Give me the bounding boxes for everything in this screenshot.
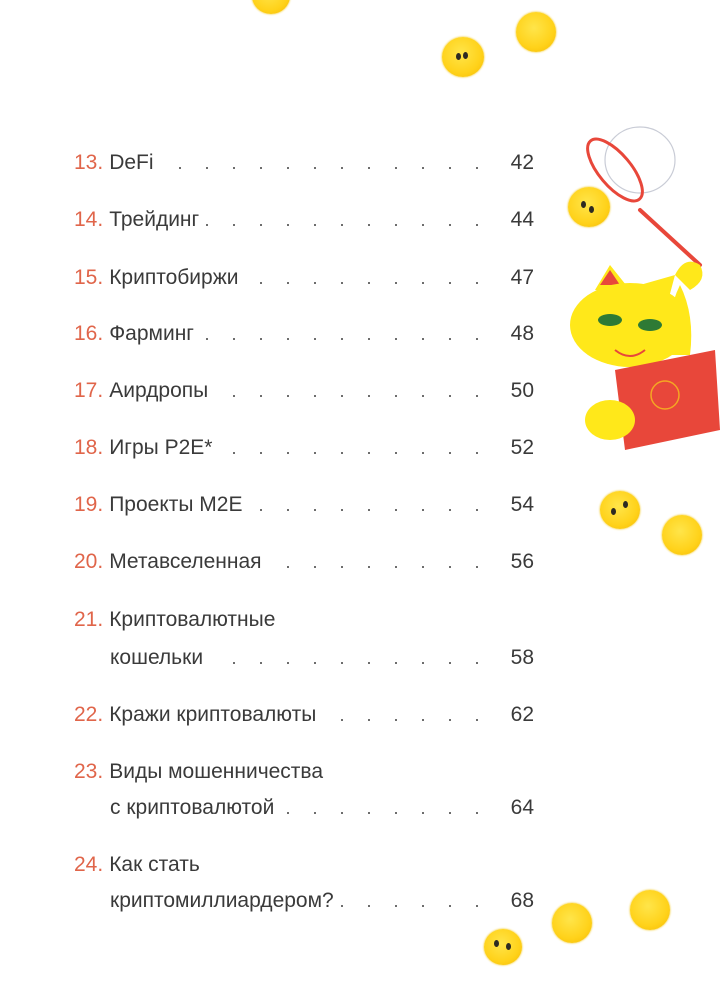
dot-leader: . . . . . . . . . . . . . . . . . . . . … <box>209 648 488 668</box>
entry-number: 22. <box>74 703 104 726</box>
entry-number: 18. <box>74 436 104 459</box>
eye-icon <box>611 508 616 515</box>
entry-title: Проекты M2E <box>109 493 243 516</box>
coin-character-icon <box>484 929 522 965</box>
entry-title: Криптовалютные <box>109 608 276 631</box>
dot-leader: . . . . . . . . . . . . . . . . . . . . … <box>205 210 488 230</box>
cat-with-net-illustration <box>570 126 720 450</box>
page-number: 44 <box>510 208 534 231</box>
eye-icon <box>494 940 499 947</box>
net-hoop-icon <box>586 137 644 203</box>
entry-title: DeFi <box>109 151 154 174</box>
toc-entry-16[interactable]: 16.Фарминг . . . . . . . . . . . . . . . … <box>74 321 534 347</box>
page-number: 58 <box>510 646 534 669</box>
entry-title: Виды мошенничества <box>109 760 324 783</box>
entry-number: 19. <box>74 493 104 516</box>
entry-number: 14. <box>74 208 104 231</box>
entry-title: Фарминг <box>109 322 194 345</box>
entry-title: Как стать <box>109 853 200 876</box>
entry-title-continued: кошельки <box>110 646 204 669</box>
entry-title: Криптобиржи <box>109 266 239 289</box>
page-number: 48 <box>510 322 534 345</box>
toc-entry-22[interactable]: 22.Кражи криптовалюты. . . . . . . . . .… <box>74 702 534 728</box>
entry-title: Трейдинг <box>109 208 200 231</box>
toc-entry-13[interactable]: 13.DeFi . . . . . . . . . . . . . . . . .… <box>74 150 534 176</box>
toc-entry-18[interactable]: 18.Игры P2E*. . . . . . . . . . . . . . … <box>74 435 534 461</box>
toc-entry-19[interactable]: 19.Проекты M2E. . . . . . . . . . . . . … <box>74 492 534 518</box>
page-number: 62 <box>510 703 534 726</box>
entry-number: 16. <box>74 322 104 345</box>
dot-leader: . . . . . . . . . . . . . . . . . . . . … <box>268 552 488 572</box>
dot-leader: . . . . . . . . . . . . . . . . . . . . … <box>339 891 488 911</box>
toc-entry-21[interactable]: 21. Криптовалютные кошельки. . . . . . . … <box>74 607 534 671</box>
toc-entry-14[interactable]: 14.Трейдинг. . . . . . . . . . . . . . .… <box>74 207 534 233</box>
dot-leader: . . . . . . . . . . . . . . . . . . . . … <box>248 495 488 515</box>
entry-number: 20. <box>74 550 104 573</box>
entry-title-continued: с криптовалютой <box>110 796 275 819</box>
coin-character-icon <box>662 515 702 555</box>
coin-character-icon <box>600 491 640 529</box>
dot-leader: . . . . . . . . . . . . . . . . . . . . … <box>218 438 488 458</box>
coin-character-icon <box>568 187 610 227</box>
toc-entry-17[interactable]: 17.Аирдропы. . . . . . . . . . . . . . .… <box>74 378 534 404</box>
dot-leader: . . . . . . . . . . . . . . . . . . . . … <box>214 381 488 401</box>
dot-leader: . . . . . . . . . . . . . . . . . . . . … <box>200 324 488 344</box>
dot-leader: . . . . . . . . . . . . . . . . . . . . … <box>322 705 488 725</box>
toc-entry-24[interactable]: 24. Как стать криптомиллиардером?. . . . … <box>74 852 534 914</box>
page-number: 64 <box>510 796 534 819</box>
page-number: 56 <box>510 550 534 573</box>
entry-number: 24. <box>74 853 104 876</box>
page-number: 54 <box>510 493 534 516</box>
toc-entry-15[interactable]: 15.Криптобиржи . . . . . . . . . . . . . … <box>74 265 534 291</box>
dot-leader: . . . . . . . . . . . . . . . . . . . . … <box>245 268 488 288</box>
eye-icon <box>581 201 586 208</box>
entry-number: 13. <box>74 151 104 174</box>
page-number: 50 <box>510 379 534 402</box>
coin-character-icon <box>630 890 670 930</box>
dot-leader: . . . . . . . . . . . . . . . . . . . . … <box>160 153 488 173</box>
eye-icon <box>456 53 461 60</box>
page-number: 52 <box>510 436 534 459</box>
entry-number: 23. <box>74 760 104 783</box>
page-number: 68 <box>510 889 534 912</box>
dot-leader: . . . . . . . . . . . . . . . . . . . . … <box>280 798 488 818</box>
entry-number: 21. <box>74 608 104 631</box>
entry-title: Игры P2E* <box>109 436 213 459</box>
entry-title: Метавселенная <box>109 550 262 573</box>
coin-icon <box>252 0 290 14</box>
entry-title: Аирдропы <box>109 379 209 402</box>
eye-icon <box>506 943 511 950</box>
net-mesh-icon <box>604 126 676 194</box>
toc-entry-23[interactable]: 23. Виды мошенничества с криптовалютой. .… <box>74 759 534 821</box>
coin-character-icon <box>442 37 484 77</box>
toc-entry-20[interactable]: 20.Метавселенная . . . . . . . . . . . . … <box>74 549 534 575</box>
entry-title: Кражи криптовалюты <box>109 703 317 726</box>
page-number: 47 <box>510 266 534 289</box>
coin-icon <box>552 903 592 943</box>
entry-number: 17. <box>74 379 104 402</box>
entry-number: 15. <box>74 266 104 289</box>
coin-character-icon <box>516 12 556 52</box>
page-number: 42 <box>510 151 534 174</box>
eye-icon <box>623 501 628 508</box>
eye-icon <box>463 52 468 59</box>
eye-icon <box>589 206 594 213</box>
entry-title-continued: криптомиллиардером? <box>110 889 334 912</box>
